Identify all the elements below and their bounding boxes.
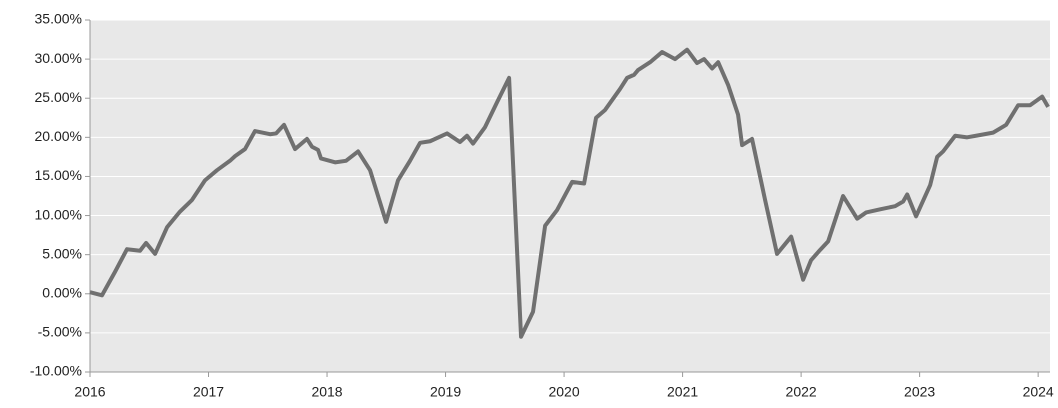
y-tick-label: -5.00%	[38, 324, 82, 340]
x-tick-label: 2021	[667, 384, 698, 400]
x-tick-label: 2018	[311, 384, 342, 400]
y-tick-label: 30.00%	[35, 50, 82, 66]
x-tick-label: 2023	[904, 384, 935, 400]
x-tick-label: 2016	[74, 384, 105, 400]
plot-area	[90, 20, 1050, 372]
y-tick-label: 0.00%	[42, 284, 82, 300]
y-tick-label: -10.00%	[30, 363, 82, 379]
y-tick-label: 10.00%	[35, 206, 82, 222]
y-tick-label: 20.00%	[35, 128, 82, 144]
x-tick-label: 2020	[548, 384, 579, 400]
y-tick-label: 25.00%	[35, 89, 82, 105]
x-tick-label: 2019	[430, 384, 461, 400]
y-tick-label: 5.00%	[42, 245, 82, 261]
y-tick-label: 15.00%	[35, 167, 82, 183]
line	[89, 47, 1050, 339]
y-tick-label: 35.00%	[35, 11, 82, 27]
x-tick-label: 2017	[193, 384, 224, 400]
x-tick-label: 2022	[786, 384, 817, 400]
x-tick-label: 2024	[1023, 384, 1054, 400]
